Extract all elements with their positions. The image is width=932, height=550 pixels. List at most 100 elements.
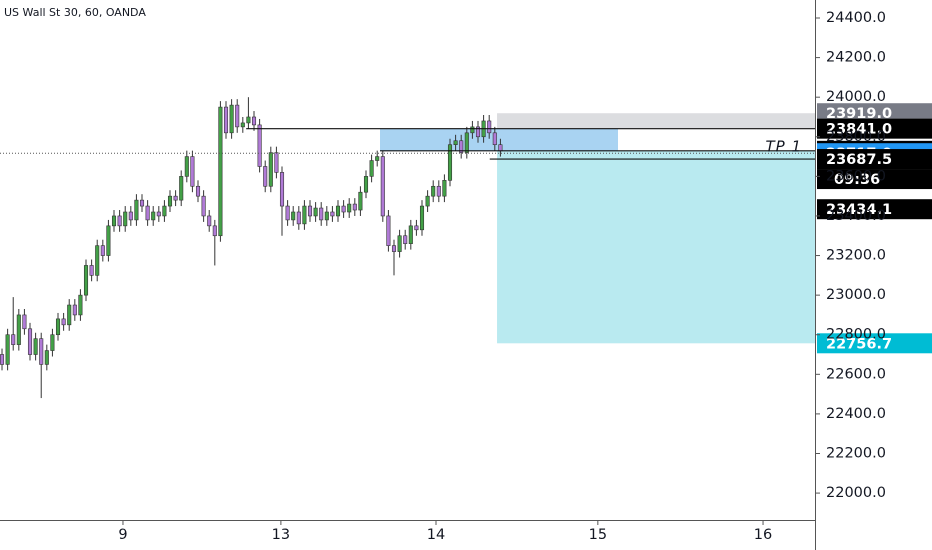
candle-body xyxy=(117,215,122,227)
x-tick-label: 14 xyxy=(427,527,445,543)
y-tick-label: 22800.0 xyxy=(826,327,886,343)
candle-body xyxy=(83,265,89,296)
candle-body xyxy=(67,304,72,326)
candle-body xyxy=(16,314,21,345)
candle-body xyxy=(128,211,133,221)
candle-body xyxy=(296,211,301,225)
candle-body xyxy=(151,211,156,221)
y-tick-label: 23400.0 xyxy=(826,208,886,224)
price-label-bg xyxy=(817,118,932,139)
candle-body xyxy=(263,166,268,187)
candle-body xyxy=(201,195,206,217)
candle-body xyxy=(207,215,212,227)
price-label: 23434.1 xyxy=(826,202,892,218)
candle-body xyxy=(268,152,273,187)
candle-body xyxy=(173,195,178,201)
candle-body xyxy=(22,314,27,330)
candle-body xyxy=(123,211,128,227)
candle-body xyxy=(89,265,94,276)
candle-body xyxy=(431,185,436,197)
price-label: 23687.5 xyxy=(826,152,892,168)
candle-body xyxy=(375,156,380,161)
candle-body xyxy=(95,245,100,276)
candle-body xyxy=(358,191,363,211)
candle-body xyxy=(330,211,335,217)
candle-body xyxy=(307,205,313,217)
x-tick-label: 15 xyxy=(589,527,607,543)
candle-body xyxy=(459,140,464,153)
y-tick-label: 22000.0 xyxy=(826,485,886,501)
y-tick-label: 22200.0 xyxy=(826,445,886,461)
candle-body xyxy=(380,156,385,217)
candle-body xyxy=(397,235,402,252)
zone xyxy=(380,128,618,151)
candle-body xyxy=(0,354,5,365)
y-tick-label: 24400.0 xyxy=(826,10,886,26)
candle-body xyxy=(442,180,447,197)
candle-body xyxy=(347,203,352,213)
x-tick-label: 13 xyxy=(272,527,290,543)
candle-body xyxy=(190,156,195,187)
candle-body xyxy=(291,211,296,221)
candle-body xyxy=(235,104,240,128)
candle-body xyxy=(55,318,61,336)
candle-body xyxy=(436,185,441,197)
x-tick-label: 9 xyxy=(118,527,127,543)
chart-title: US Wall St 30, 60, OANDA xyxy=(4,6,146,19)
candle-body xyxy=(324,211,329,221)
candle-body xyxy=(492,132,497,145)
candle-body xyxy=(419,205,425,231)
candle-body xyxy=(195,185,201,197)
y-tick-label: 24000.0 xyxy=(826,89,886,105)
candle-body xyxy=(218,106,223,237)
candle-body xyxy=(223,106,229,134)
price-label: 23919.0 xyxy=(826,106,892,122)
candle-body xyxy=(251,116,257,126)
price-label-bg xyxy=(817,103,932,124)
candle-body xyxy=(313,207,318,217)
candle-body xyxy=(335,205,341,217)
candle-body xyxy=(403,235,408,244)
candle-body xyxy=(162,205,167,217)
candle-body xyxy=(27,328,33,355)
level-label: TP 1 xyxy=(765,138,802,156)
candle-body xyxy=(498,144,503,152)
candle-body xyxy=(319,207,324,221)
zone xyxy=(497,113,815,129)
candle-body xyxy=(100,245,105,256)
candle-body xyxy=(475,126,481,138)
candle-body xyxy=(363,176,369,193)
candle-body xyxy=(274,152,279,173)
candle-body xyxy=(487,120,492,134)
candle-body xyxy=(44,350,49,365)
candle-body xyxy=(257,124,262,167)
candle-body xyxy=(391,245,397,252)
candle-body xyxy=(464,132,469,153)
candle-body xyxy=(302,205,307,225)
candle-body xyxy=(425,195,430,207)
candle-body xyxy=(414,225,419,231)
candle-body xyxy=(386,215,391,246)
y-tick-label: 22600.0 xyxy=(826,366,886,382)
zone xyxy=(497,150,815,344)
y-tick-label: 24200.0 xyxy=(826,50,886,66)
candle-body xyxy=(229,104,234,134)
candle-body xyxy=(246,116,251,124)
candle-body xyxy=(145,205,150,221)
price-label-bg xyxy=(817,149,932,170)
candle-body xyxy=(106,225,111,256)
candle-body xyxy=(212,225,217,237)
candle-body xyxy=(156,211,161,217)
y-tick-label: 22400.0 xyxy=(826,406,886,422)
y-tick-label: 23200.0 xyxy=(826,248,886,264)
candle-body xyxy=(139,199,145,207)
candle-body xyxy=(33,338,38,355)
candle-body xyxy=(341,205,346,213)
candle-body xyxy=(352,203,357,211)
countdown: 09:36 xyxy=(834,172,880,188)
price-label-bg xyxy=(817,333,932,354)
candle-body xyxy=(72,304,77,316)
candle-body xyxy=(50,334,55,351)
price-label-bg xyxy=(817,199,932,220)
